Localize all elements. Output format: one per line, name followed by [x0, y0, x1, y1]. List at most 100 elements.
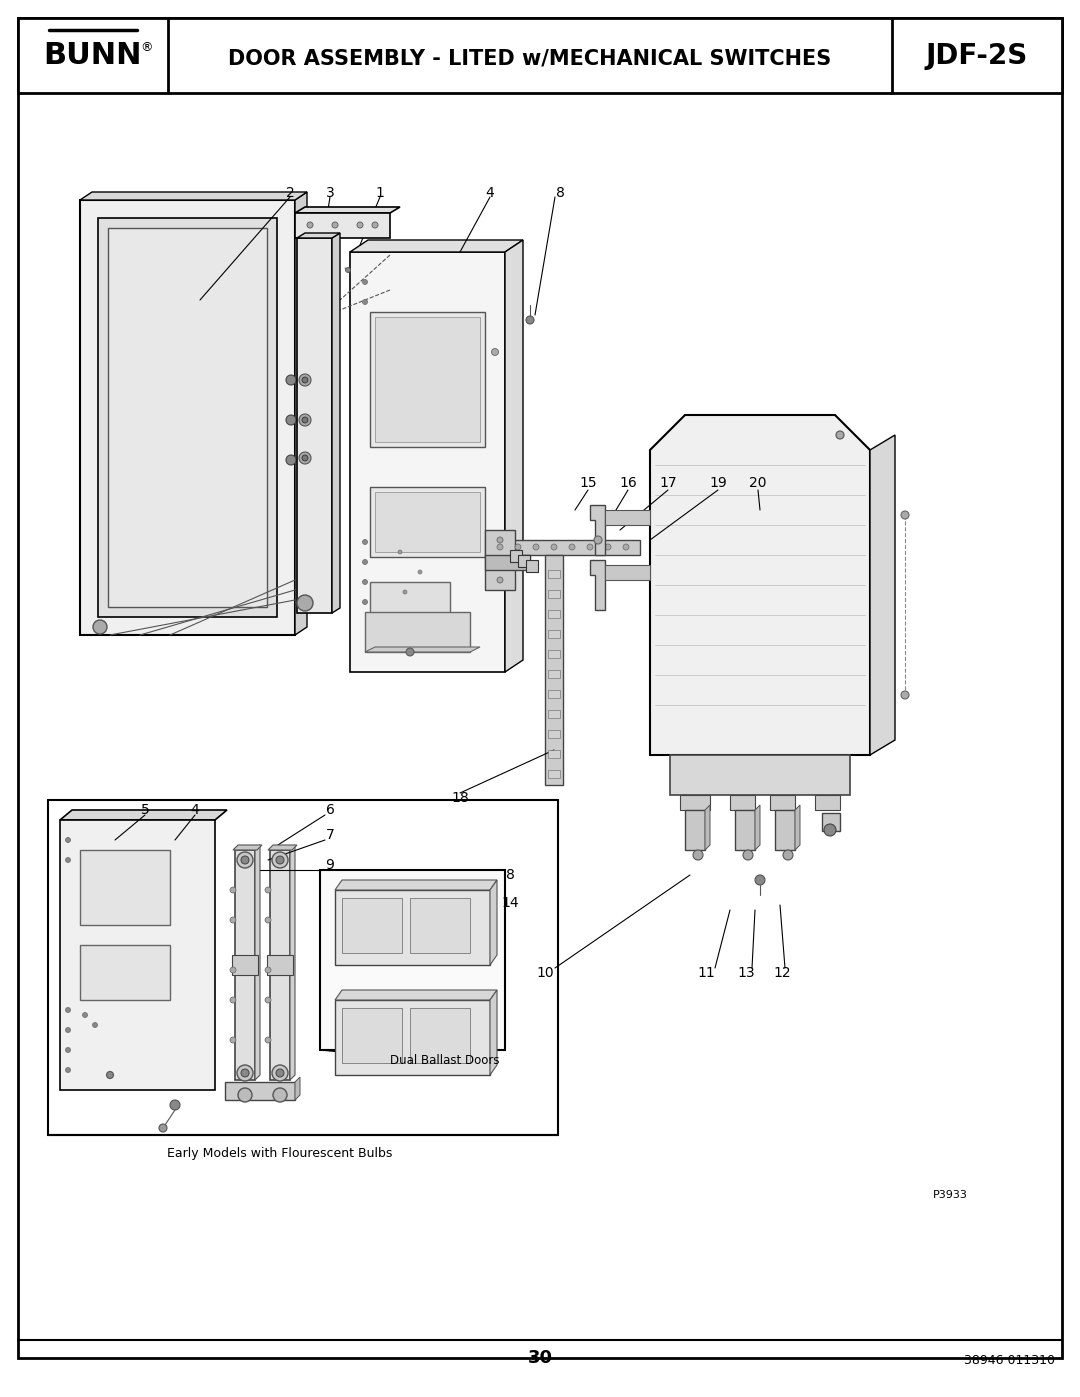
Bar: [518, 555, 530, 567]
Bar: [342, 898, 402, 953]
Circle shape: [363, 580, 367, 584]
Circle shape: [363, 279, 367, 285]
Text: 5: 5: [140, 803, 149, 817]
Polygon shape: [590, 560, 605, 610]
Circle shape: [230, 916, 237, 923]
Polygon shape: [490, 541, 640, 555]
Circle shape: [594, 536, 602, 543]
Bar: [680, 795, 710, 810]
Polygon shape: [735, 810, 755, 849]
Bar: [548, 650, 561, 658]
Circle shape: [497, 536, 503, 543]
Bar: [548, 570, 561, 578]
Bar: [410, 898, 470, 953]
Circle shape: [286, 415, 296, 425]
Bar: [370, 488, 485, 557]
Text: Early Models with Flourescent Bulbs: Early Models with Flourescent Bulbs: [167, 1147, 393, 1160]
Polygon shape: [705, 805, 710, 849]
Circle shape: [901, 692, 909, 698]
Circle shape: [526, 316, 534, 324]
Text: Dual Ballast Doors: Dual Ballast Doors: [390, 1053, 499, 1066]
Text: 13: 13: [738, 965, 755, 981]
Circle shape: [299, 414, 311, 426]
Circle shape: [237, 852, 253, 868]
Bar: [548, 630, 561, 638]
Bar: [320, 870, 505, 1051]
Circle shape: [286, 374, 296, 386]
Bar: [548, 610, 561, 617]
Circle shape: [299, 453, 311, 464]
Circle shape: [551, 543, 557, 550]
Polygon shape: [590, 504, 605, 555]
Text: 30: 30: [527, 1350, 553, 1368]
Polygon shape: [98, 218, 276, 617]
Text: 4: 4: [191, 803, 200, 817]
Circle shape: [363, 599, 367, 605]
Polygon shape: [335, 890, 490, 965]
Circle shape: [93, 620, 107, 634]
Polygon shape: [505, 240, 523, 672]
Circle shape: [265, 887, 271, 893]
Circle shape: [159, 1125, 167, 1132]
Polygon shape: [80, 200, 295, 636]
Circle shape: [286, 455, 296, 465]
Bar: [548, 690, 561, 698]
Bar: [48, 800, 558, 1134]
Circle shape: [418, 570, 422, 574]
Polygon shape: [490, 990, 497, 1076]
Polygon shape: [270, 849, 291, 1080]
Text: ®: ®: [140, 41, 152, 54]
Bar: [410, 1009, 470, 1063]
Bar: [545, 555, 563, 785]
Circle shape: [363, 539, 367, 545]
Bar: [548, 750, 561, 759]
Circle shape: [836, 432, 843, 439]
Circle shape: [399, 550, 402, 555]
Circle shape: [783, 849, 793, 861]
Polygon shape: [60, 810, 227, 820]
Circle shape: [272, 1065, 288, 1081]
Circle shape: [107, 1071, 113, 1078]
Circle shape: [237, 1065, 253, 1081]
Text: 8: 8: [555, 186, 565, 200]
Circle shape: [273, 1088, 287, 1102]
Circle shape: [265, 967, 271, 972]
Text: 17: 17: [659, 476, 677, 490]
Bar: [80, 944, 170, 1000]
Text: 7: 7: [326, 828, 335, 842]
Circle shape: [588, 543, 593, 550]
Circle shape: [66, 1028, 70, 1032]
Bar: [548, 710, 561, 718]
Text: 20: 20: [750, 476, 767, 490]
Circle shape: [755, 875, 765, 886]
Text: DOOR ASSEMBLY - LITED w/MECHANICAL SWITCHES: DOOR ASSEMBLY - LITED w/MECHANICAL SWITC…: [228, 47, 832, 68]
Circle shape: [743, 849, 753, 861]
Circle shape: [276, 856, 284, 863]
Bar: [670, 754, 850, 795]
Circle shape: [497, 543, 503, 550]
Polygon shape: [60, 820, 215, 1090]
Bar: [526, 560, 538, 571]
Circle shape: [265, 1037, 271, 1044]
Circle shape: [265, 997, 271, 1003]
Circle shape: [302, 377, 308, 383]
Polygon shape: [335, 1000, 490, 1076]
Text: 6: 6: [325, 803, 335, 817]
Circle shape: [302, 416, 308, 423]
Bar: [375, 492, 480, 552]
Polygon shape: [297, 233, 340, 237]
Circle shape: [66, 858, 70, 862]
Text: 10: 10: [536, 965, 554, 981]
Text: 38946 011310: 38946 011310: [964, 1354, 1055, 1366]
Circle shape: [230, 967, 237, 972]
Bar: [370, 583, 450, 631]
Circle shape: [569, 543, 575, 550]
Circle shape: [497, 577, 503, 583]
Polygon shape: [295, 191, 307, 636]
Circle shape: [605, 543, 611, 550]
Bar: [770, 795, 795, 810]
Circle shape: [406, 648, 414, 657]
Text: 11: 11: [697, 965, 715, 981]
Circle shape: [302, 455, 308, 461]
Text: 19: 19: [710, 476, 727, 490]
